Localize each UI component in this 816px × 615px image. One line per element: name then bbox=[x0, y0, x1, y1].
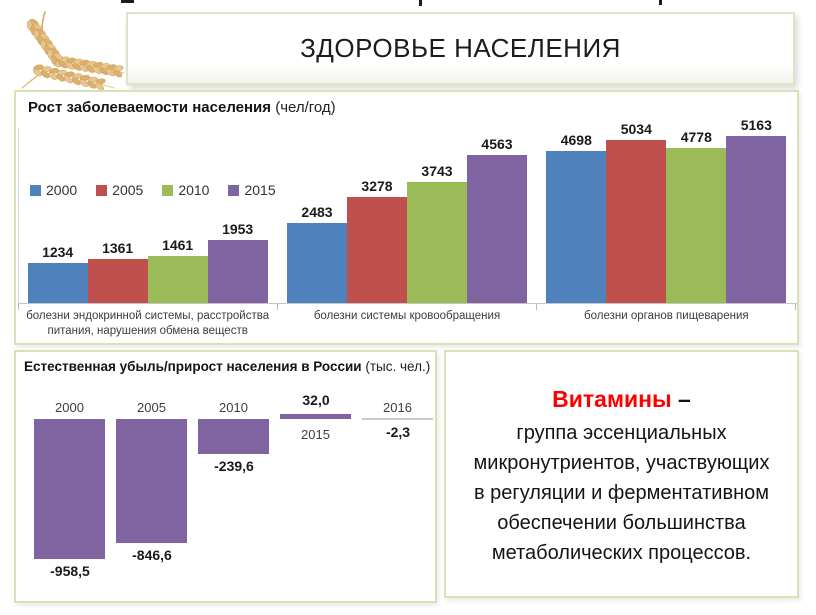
bar-2015 bbox=[466, 155, 527, 303]
bar-value-label: 4563 bbox=[481, 136, 513, 152]
category-axis-line bbox=[18, 303, 797, 304]
axis-tick bbox=[18, 304, 19, 310]
bar-with-label: 2483 bbox=[286, 204, 347, 303]
bar-with-label: 5034 bbox=[606, 121, 667, 303]
category-labels: болезни эндокринной системы, расстройств… bbox=[18, 304, 796, 344]
legend-label: 2005 bbox=[112, 182, 144, 198]
legend-swatch-2000-icon bbox=[30, 184, 41, 196]
bar-with-label: 4698 bbox=[546, 132, 607, 303]
bar-with-label: 1953 bbox=[207, 221, 268, 303]
legend-item-2005: 2005 bbox=[96, 182, 143, 198]
slide-title-box: ЗДОРОВЬЕ НАСЕЛЕНИЯ bbox=[126, 12, 795, 85]
near-zero-line bbox=[362, 418, 433, 420]
bar-with-label: 1361 bbox=[87, 240, 148, 303]
vitamins-term: Витамины bbox=[552, 386, 672, 412]
axis-tick bbox=[277, 304, 278, 310]
wheat-logo-icon bbox=[21, 11, 124, 91]
population-value-label: -2,3 bbox=[385, 424, 411, 440]
year-label-2010: 2010 bbox=[219, 400, 248, 415]
chart-legend: 2000 2005 2010 2015 bbox=[30, 182, 276, 198]
bar-2005 bbox=[606, 140, 667, 303]
bar-value-label: 3743 bbox=[421, 163, 453, 179]
category-label: болезни органов пищеварения bbox=[584, 310, 749, 322]
bar-2005 bbox=[346, 197, 407, 303]
bar-with-label: 3743 bbox=[406, 163, 467, 303]
population-plot-area: 2000 -958,5 2005 -846,6 2010 -239,6 2015 32,0 20… bbox=[16, 352, 435, 601]
legend-item-2010: 2010 bbox=[162, 182, 209, 198]
population-value-label: 32,0 bbox=[302, 392, 330, 408]
legend-swatch-2005-icon bbox=[96, 184, 108, 196]
bar-value-label: 4698 bbox=[560, 132, 592, 148]
bar-2010 bbox=[147, 256, 208, 303]
legend-label: 2000 bbox=[46, 182, 78, 198]
bar-value-label: 1361 bbox=[102, 240, 134, 256]
bar-with-label: 3278 bbox=[346, 178, 407, 303]
bar-with-label: 4563 bbox=[466, 136, 527, 303]
year-label-2000: 2000 bbox=[55, 400, 84, 415]
population-chart-title-units: (тыс. чел.) bbox=[361, 359, 431, 374]
vitamins-note-heading: Витамины – bbox=[446, 386, 797, 413]
cropped-text-fragment bbox=[121, 0, 134, 3]
bar-2015 bbox=[207, 240, 268, 303]
bar-value-label: 1461 bbox=[162, 237, 194, 253]
morbidity-plot-area: 1234 1361 1461 1953 2483 3278 3743 4563 4698 5034… bbox=[18, 110, 796, 303]
category-label: болезни системы кровообращения bbox=[313, 310, 501, 322]
bar-value-label: 3278 bbox=[361, 178, 393, 194]
bar-2000 bbox=[286, 223, 347, 303]
bar-group: 4698 5034 4778 5163 bbox=[537, 110, 796, 303]
bar-value-label: 1234 bbox=[42, 244, 74, 260]
axis-tick bbox=[795, 304, 796, 310]
cropped-text-fragment bbox=[419, 0, 422, 6]
population-value-label: -958,5 bbox=[50, 563, 90, 579]
cropped-text-fragment bbox=[659, 0, 662, 5]
population-value-label: -239,6 bbox=[214, 458, 254, 474]
bar-2005 bbox=[87, 259, 148, 303]
population-chart-panel: Естественная убыль/прирост населения в Р… bbox=[14, 350, 437, 603]
bar-value-label: 1953 bbox=[222, 221, 254, 237]
bar-value-label: 5163 bbox=[740, 117, 772, 133]
bar-2015 bbox=[726, 136, 787, 303]
category-label: болезни эндокринной системы, расстройств… bbox=[26, 310, 270, 337]
morbidity-chart-panel: Рост заболеваемости населения (чел/год) … bbox=[14, 90, 799, 345]
legend-label: 2010 bbox=[178, 182, 210, 198]
bar-group: 2483 3278 3743 4563 bbox=[277, 110, 536, 303]
vitamins-note-box: Витамины – группа эссенциальных микронут… bbox=[444, 350, 799, 598]
year-label-2016: 2016 bbox=[383, 400, 412, 415]
year-label-2005: 2005 bbox=[137, 400, 166, 415]
population-bar-2000 bbox=[34, 419, 105, 559]
bar-value-label: 4778 bbox=[680, 129, 712, 145]
vitamins-note-body: группа эссенциальных микронутриентов, уч… bbox=[473, 422, 770, 564]
legend-item-2000: 2000 bbox=[30, 182, 77, 198]
slide-title: ЗДОРОВЬЕ НАСЕЛЕНИЯ bbox=[300, 33, 621, 63]
legend-item-2015: 2015 bbox=[228, 182, 276, 198]
legend-swatch-2010-icon bbox=[162, 184, 174, 196]
legend-swatch-2015-icon bbox=[228, 184, 240, 196]
bar-value-label: 2483 bbox=[301, 204, 333, 220]
year-label-2015: 2015 bbox=[301, 427, 330, 442]
bar-with-label: 1461 bbox=[147, 237, 208, 303]
population-bar-2010 bbox=[198, 419, 269, 454]
population-chart-title: Естественная убыль/прирост населения в Р… bbox=[24, 359, 430, 374]
value-axis-line bbox=[18, 128, 19, 303]
bar-group: 1234 1361 1461 1953 bbox=[18, 110, 277, 303]
bar-value-label: 5034 bbox=[620, 121, 652, 137]
population-chart-title-main: Естественная убыль/прирост населения в Р… bbox=[24, 359, 362, 374]
bar-with-label: 5163 bbox=[726, 117, 787, 303]
morbidity-chart-title-main: Рост заболеваемости населения bbox=[28, 99, 272, 116]
bar-with-label: 4778 bbox=[666, 129, 727, 303]
population-bar-2015 bbox=[280, 414, 351, 419]
morbidity-chart-title-units: (чел/год) bbox=[271, 99, 336, 116]
bar-2010 bbox=[666, 148, 727, 303]
population-bar-2005 bbox=[116, 419, 187, 543]
legend-label: 2015 bbox=[244, 182, 276, 198]
bar-2010 bbox=[406, 182, 467, 303]
bar-2000 bbox=[27, 263, 88, 303]
axis-tick bbox=[536, 304, 537, 310]
bar-2000 bbox=[546, 151, 607, 303]
population-value-label: -846,6 bbox=[132, 547, 172, 563]
bar-with-label: 1234 bbox=[27, 244, 88, 303]
vitamins-dash: – bbox=[671, 386, 691, 412]
morbidity-chart-title: Рост заболеваемости населения (чел/год) bbox=[28, 99, 336, 116]
